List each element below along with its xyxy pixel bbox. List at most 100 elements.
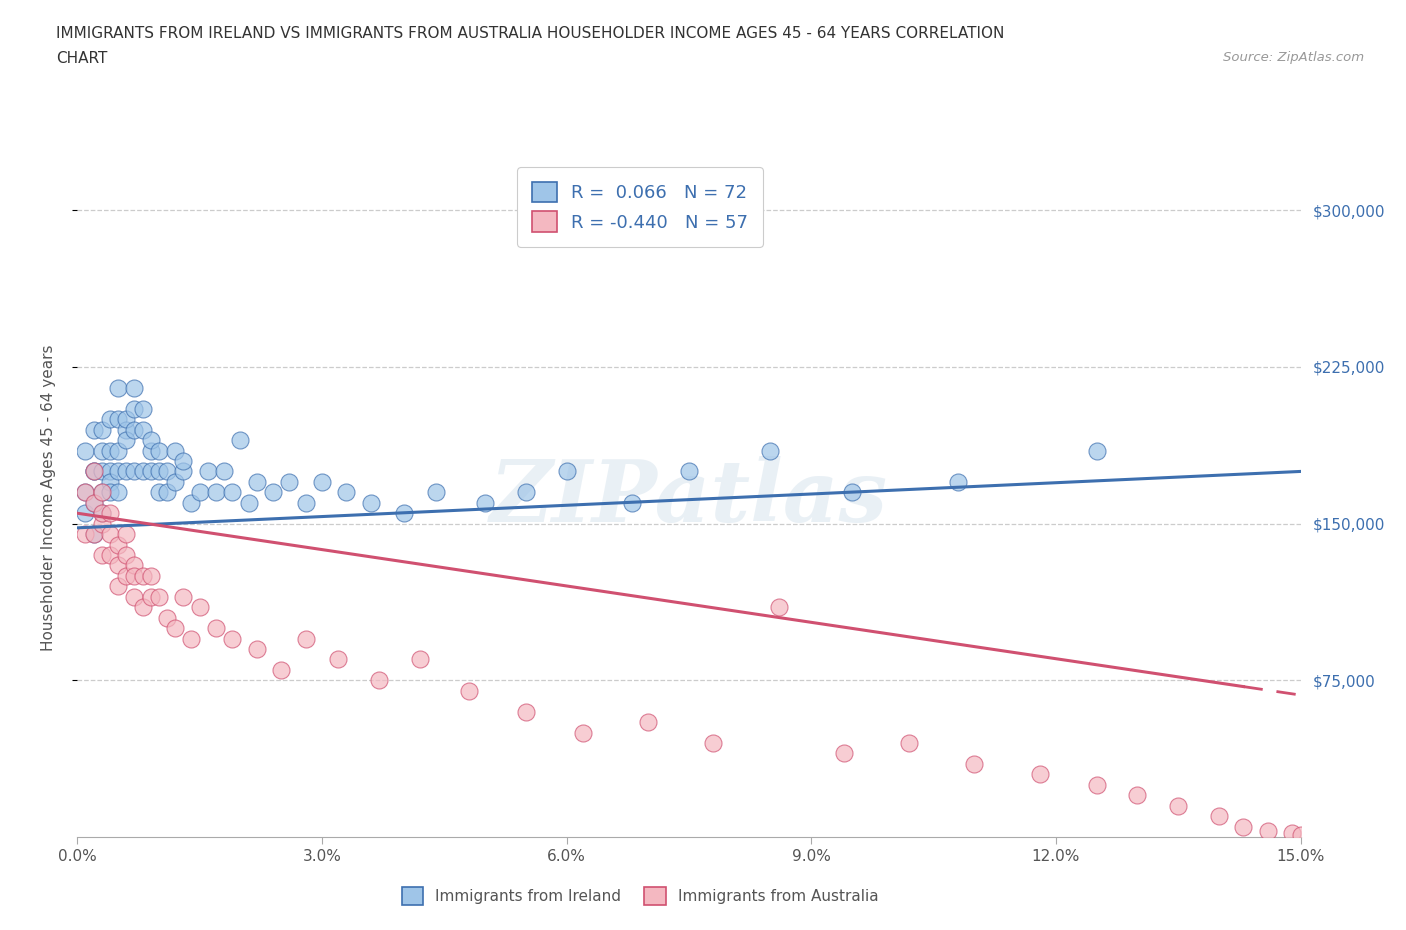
Point (139, 590, 162, 604)
Point (107, 578, 129, 593)
Point (425, 485, 447, 499)
Point (107, 380, 129, 395)
Point (212, 464, 235, 479)
Point (328, 652, 350, 667)
Point (678, 464, 700, 479)
Point (278, 474, 301, 489)
Point (221, 485, 243, 499)
Point (148, 590, 170, 604)
Point (139, 432, 162, 447)
Point (90, 548, 112, 563)
Point (832, 746, 855, 761)
Point (131, 464, 153, 479)
Point (294, 496, 316, 511)
Point (172, 590, 194, 604)
Point (474, 496, 496, 511)
Point (311, 474, 333, 489)
Point (221, 631, 243, 646)
Point (620, 496, 643, 511)
Point (963, 756, 986, 771)
Point (1126, 788, 1149, 803)
Point (759, 443, 782, 458)
Point (156, 464, 179, 479)
Point (555, 464, 578, 479)
Point (98, 443, 121, 458)
Point (294, 631, 316, 646)
Point (90, 506, 112, 521)
Point (165, 474, 187, 489)
Point (115, 432, 138, 447)
Point (83, 464, 105, 479)
Legend: Immigrants from Ireland, Immigrants from Australia: Immigrants from Ireland, Immigrants from… (395, 881, 884, 910)
Point (83, 496, 105, 511)
Point (90, 485, 112, 499)
Point (98, 474, 121, 489)
Point (1167, 798, 1189, 813)
Point (515, 704, 537, 719)
Point (107, 558, 129, 573)
Point (131, 402, 153, 417)
Point (572, 725, 595, 740)
Point (156, 485, 179, 499)
Point (83, 526, 105, 541)
Point (898, 736, 921, 751)
Point (124, 558, 146, 573)
Point (90, 422, 112, 437)
Point (1232, 819, 1254, 834)
Point (1289, 828, 1312, 843)
Point (270, 662, 292, 677)
Point (139, 568, 162, 583)
Point (172, 454, 194, 469)
Point (139, 464, 162, 479)
Point (115, 412, 138, 427)
Point (246, 474, 269, 489)
Point (180, 496, 202, 511)
Point (205, 620, 228, 635)
Point (148, 485, 170, 499)
Point (98, 412, 121, 427)
Point (229, 432, 252, 447)
Point (90, 464, 112, 479)
Point (180, 631, 202, 646)
Point (360, 496, 382, 511)
Point (188, 600, 211, 615)
Point (124, 422, 146, 437)
Point (702, 736, 724, 751)
Text: CHART: CHART (56, 51, 108, 66)
Point (75, 485, 97, 499)
Point (124, 590, 146, 604)
Point (238, 496, 260, 511)
Point (131, 422, 153, 437)
Point (90, 506, 112, 521)
Point (107, 538, 129, 552)
Point (131, 568, 153, 583)
Point (156, 610, 179, 625)
Point (131, 600, 153, 615)
Point (246, 642, 269, 657)
Point (124, 568, 146, 583)
Point (205, 485, 228, 499)
Point (115, 548, 138, 563)
Point (124, 402, 146, 417)
Point (148, 443, 170, 458)
Point (1085, 777, 1108, 792)
Point (83, 422, 105, 437)
Point (139, 443, 162, 458)
Point (946, 474, 969, 489)
Point (107, 443, 129, 458)
Point (197, 464, 219, 479)
Point (75, 506, 97, 521)
Point (124, 380, 146, 395)
Point (115, 464, 138, 479)
Point (392, 506, 415, 521)
Point (115, 526, 138, 541)
Point (165, 620, 187, 635)
Point (115, 568, 138, 583)
Point (262, 485, 284, 499)
Point (637, 714, 659, 729)
Point (75, 526, 97, 541)
Point (1028, 767, 1050, 782)
Point (1085, 443, 1108, 458)
Point (1281, 826, 1303, 841)
Point (107, 464, 129, 479)
